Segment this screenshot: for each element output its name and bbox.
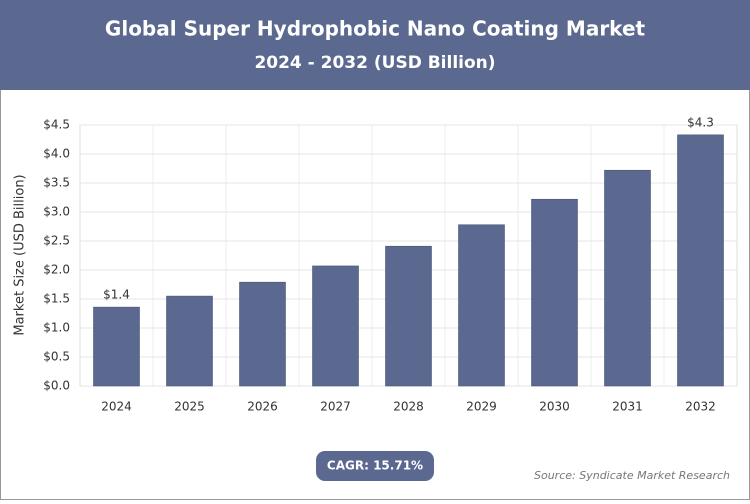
chart-subtitle: 2024 - 2032 (USD Billion) bbox=[254, 53, 495, 73]
x-tick-label: 2027 bbox=[320, 400, 351, 414]
bar bbox=[93, 306, 140, 387]
x-tick-label: 2029 bbox=[466, 400, 497, 414]
y-tick-label: $0.0 bbox=[43, 379, 70, 393]
y-tick-label: $2.5 bbox=[43, 234, 70, 248]
bar bbox=[166, 295, 213, 387]
x-tick-label: 2030 bbox=[539, 400, 570, 414]
value-label: $4.3 bbox=[687, 115, 714, 129]
bar bbox=[531, 198, 578, 387]
bar bbox=[239, 281, 286, 387]
bar bbox=[677, 134, 724, 387]
cagr-badge bbox=[316, 451, 434, 481]
value-label: $1.4 bbox=[103, 288, 130, 302]
y-tick-label: $1.0 bbox=[43, 321, 70, 335]
x-tick-label: 2024 bbox=[101, 400, 132, 414]
x-tick-label: 2026 bbox=[247, 400, 278, 414]
y-tick-label: $2.0 bbox=[43, 263, 70, 277]
bar bbox=[312, 265, 359, 387]
y-tick-label: $0.5 bbox=[43, 350, 70, 364]
y-tick-label: $4.0 bbox=[43, 147, 70, 161]
source: Source: Syndicate Market Research bbox=[534, 469, 730, 482]
bar bbox=[458, 224, 505, 387]
y-tick-label: $3.0 bbox=[43, 205, 70, 219]
header bbox=[0, 0, 750, 90]
x-tick-label: 2028 bbox=[393, 400, 424, 414]
x-tick-label: 2031 bbox=[612, 400, 643, 414]
cagr-text: CAGR: 15.71% bbox=[327, 459, 423, 473]
x-tick-label: 2025 bbox=[174, 400, 205, 414]
y-axis-label: Market Size (USD Billion) bbox=[13, 174, 28, 335]
y-tick-label: $3.5 bbox=[43, 176, 70, 190]
chart-title: Global Super Hydrophobic Nano Coating Ma… bbox=[105, 17, 646, 41]
x-tick-label: 2032 bbox=[685, 400, 716, 414]
bar bbox=[604, 169, 651, 387]
y-tick-label: $1.5 bbox=[43, 292, 70, 306]
bar bbox=[385, 245, 432, 387]
y-tick-label: $4.5 bbox=[43, 118, 70, 132]
